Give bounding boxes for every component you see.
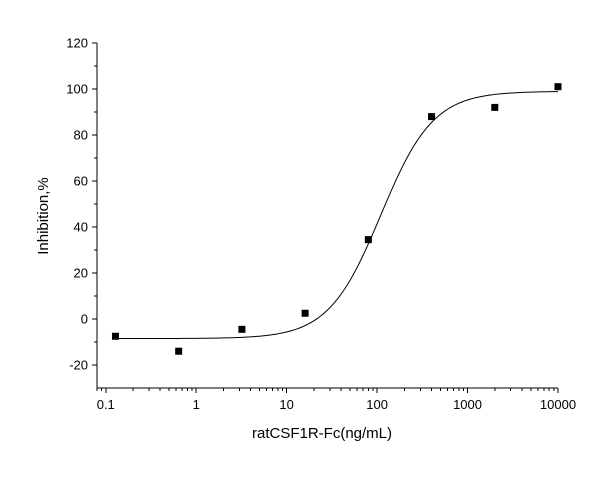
y-tick-label: 0 <box>81 312 88 327</box>
x-tick-label: 10 <box>279 397 293 412</box>
data-point <box>428 113 436 121</box>
fit-curve-layer <box>115 91 559 340</box>
y-tick-label: 100 <box>66 82 88 97</box>
y-tick-label: 80 <box>74 128 88 143</box>
y-tick-label: 60 <box>74 174 88 189</box>
x-axis-title: ratCSF1R-Fc(ng/mL) <box>252 425 392 442</box>
data-point <box>364 236 372 244</box>
x-tick-label: 100 <box>366 397 388 412</box>
y-tick-label: -20 <box>69 358 88 373</box>
y-axis: -20 0 20 40 60 80 100 120 <box>66 36 98 388</box>
data-point <box>301 309 309 317</box>
x-tick-label: 10000 <box>540 397 576 412</box>
x-tick-label: 1000 <box>453 397 482 412</box>
data-point <box>175 347 183 355</box>
x-tick-label: 0.1 <box>97 397 115 412</box>
fit-curve <box>115 91 559 340</box>
y-tick-label: 40 <box>74 220 88 235</box>
x-tick-label: 1 <box>193 397 200 412</box>
data-point <box>554 83 562 91</box>
data-points-layer <box>111 83 562 355</box>
x-axis: 0.1 1 10 100 1000 10000 <box>96 387 576 412</box>
data-point <box>238 325 246 333</box>
y-tick-label: 20 <box>74 266 88 281</box>
y-axis-title: Inhibition,% <box>35 177 52 255</box>
y-tick-label: 120 <box>66 36 88 51</box>
data-point <box>111 332 119 340</box>
data-point <box>491 103 499 111</box>
